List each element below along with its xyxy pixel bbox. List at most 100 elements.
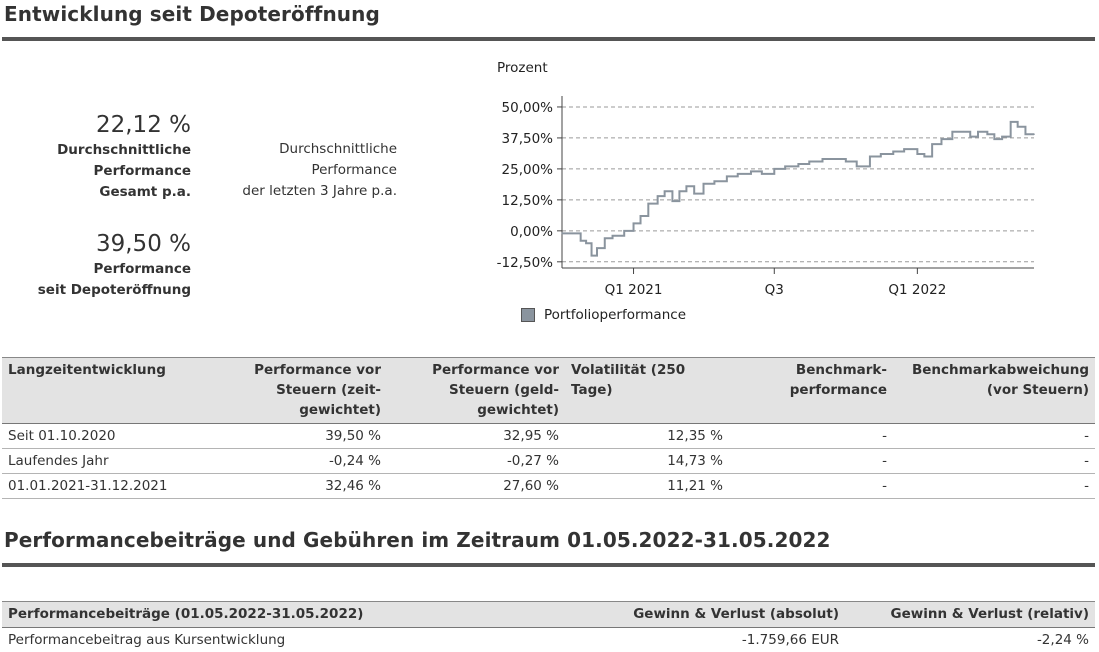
data-point	[892, 150, 895, 153]
data-point	[647, 202, 650, 205]
data-point	[693, 192, 695, 195]
data-point	[685, 185, 688, 188]
table-cell: 12,35 %	[565, 423, 729, 449]
x-tick-label: Q1 2022	[888, 282, 946, 298]
data-point	[969, 135, 972, 138]
table-cell: -	[729, 423, 893, 449]
data-point	[761, 173, 763, 175]
table-cell: -1.759,66 EUR	[741, 632, 839, 648]
section-divider	[2, 37, 1095, 41]
y-tick-label: 50,00%	[502, 100, 554, 116]
y-tick-label: -12,50%	[497, 255, 554, 271]
table-cell: 32,46 %	[217, 473, 387, 499]
data-point	[678, 190, 681, 192]
data-point	[561, 232, 563, 235]
data-point	[931, 143, 933, 145]
table-row: 01.01.2021-31.12.2021 32,46 % 27,60 % 11…	[2, 473, 1095, 499]
data-point	[585, 242, 587, 245]
data-point	[1001, 135, 1003, 138]
col-header: Performancebeiträge (01.05.2022-31.05.20…	[2, 601, 562, 628]
y-tick-label: 0,00%	[510, 224, 553, 240]
data-point	[832, 158, 835, 160]
data-point	[977, 130, 979, 133]
data-point	[880, 153, 882, 155]
table-cell: 27,60 %	[387, 473, 565, 499]
data-point	[797, 163, 800, 165]
data-point	[962, 130, 965, 133]
data-point	[940, 138, 943, 140]
data-point	[808, 160, 811, 163]
data-point	[611, 234, 614, 237]
table-cell: -	[729, 448, 893, 474]
data-point	[702, 182, 705, 185]
data-point	[951, 130, 954, 133]
data-point	[603, 237, 606, 240]
table-header-row: Performancebeiträge (01.05.2022-31.05.20…	[2, 601, 1095, 628]
performance-chart: Prozent 50,00% 37,50% 25,00% 12,50% 0,00% -12,…	[497, 60, 1035, 298]
performance-since-open-label: Performance seit Depoteröffnung	[37, 261, 191, 298]
data-point	[632, 222, 635, 225]
avg-performance-total: 22,12 % Durchschnittliche Performance Ge…	[20, 112, 191, 203]
y-tick-label: 12,50%	[502, 193, 554, 209]
legend-label: Portfolioperformance	[544, 307, 686, 323]
col-header: Performance vor Steuern (zeit-gewichtet)	[217, 357, 387, 424]
table-cell: 39,50 %	[217, 423, 387, 449]
table-cell: -	[729, 473, 893, 499]
col-header: Langzeitentwicklung	[2, 357, 217, 424]
data-point	[671, 200, 674, 202]
y-tick-label: 25,00%	[502, 162, 554, 178]
data-point	[784, 165, 786, 168]
table-cell: -2,24 %	[1036, 632, 1089, 648]
table-row: Performancebeitrag aus Kursentwicklung -…	[2, 628, 1095, 652]
col-header: Gewinn & Verlust (relativ)	[845, 601, 1095, 628]
long-term-table: Langzeitentwicklung Performance vor Steue…	[2, 357, 1095, 499]
data-point	[821, 158, 824, 160]
table-cell: -0,24 %	[217, 448, 387, 474]
data-point	[1024, 133, 1027, 136]
series-line	[562, 120, 1034, 257]
avg-performance-total-value: 22,12 %	[95, 112, 191, 138]
table-cell: 32,95 %	[387, 423, 565, 449]
data-point	[986, 133, 989, 136]
data-point	[639, 215, 642, 217]
section-title-contributions: Performancebeiträge und Gebühren im Zeit…	[4, 528, 831, 552]
contributions-table: Performancebeiträge (01.05.2022-31.05.20…	[2, 601, 1095, 652]
data-point	[713, 180, 716, 183]
table-cell: Performancebeitrag aus Kursentwicklung	[8, 632, 286, 648]
data-point	[903, 148, 905, 150]
data-point	[1009, 121, 1012, 123]
data-point	[1033, 133, 1035, 136]
table-cell: 14,73 %	[565, 448, 729, 474]
avg-performance-total-label: Durchschnittliche Performance Gesamt p.a…	[57, 142, 191, 200]
data-point	[579, 239, 582, 242]
table-cell: -0,27 %	[387, 448, 565, 474]
table-row: Laufendes Jahr -0,24 % -0,27 % 14,73 % -…	[2, 448, 1095, 474]
data-point	[750, 170, 752, 173]
section-divider	[2, 563, 1095, 567]
data-point	[572, 232, 574, 235]
data-point	[623, 230, 626, 232]
y-axis-label: Prozent	[497, 60, 548, 76]
table-cell: Laufendes Jahr	[2, 448, 217, 474]
section-title-development: Entwicklung seit Depoteröffnung	[4, 2, 380, 26]
table-header-row: Langzeitentwicklung Performance vor Steue…	[2, 357, 1095, 424]
data-point	[855, 165, 858, 168]
table-row: Seit 01.10.2020 39,50 % 32,95 % 12,35 % …	[2, 423, 1095, 449]
performance-since-open-value: 39,50 %	[95, 231, 191, 257]
col-header: Performance vor Steuern (geld-gewichtet)	[387, 357, 565, 424]
col-header: Benchmarkabweichung (vor Steuern)	[893, 357, 1095, 424]
table-cell: -	[893, 448, 1095, 474]
data-point	[916, 153, 919, 155]
y-tick-label: 37,50%	[502, 131, 554, 147]
avg-performance-3y: Durchschnittliche Performance der letzte…	[242, 141, 397, 199]
legend-swatch	[521, 308, 535, 322]
table-cell: -	[893, 423, 1095, 449]
data-point	[726, 175, 728, 178]
table-cell: -	[893, 473, 1095, 499]
data-point	[663, 190, 666, 192]
data-point	[1016, 125, 1019, 128]
data-point	[923, 155, 926, 158]
data-point	[869, 155, 871, 158]
data-point	[845, 160, 847, 163]
x-tick-label: Q3	[765, 282, 784, 298]
